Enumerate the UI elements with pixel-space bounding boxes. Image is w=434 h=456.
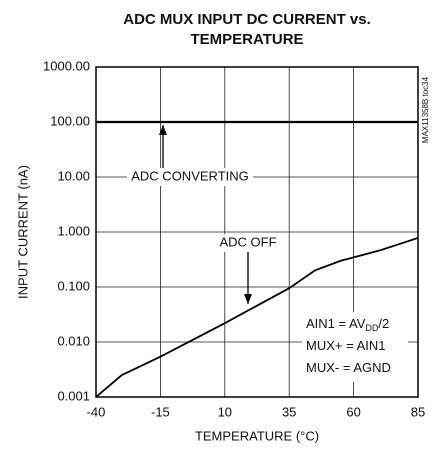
x-tick-label: 85 (411, 404, 425, 419)
series-line (95, 237, 419, 398)
y-tick-label: 1000.00 (43, 58, 90, 73)
x-tick-label: -15 (151, 404, 170, 419)
y-axis-label: INPUT CURRENT (nA) (15, 165, 30, 299)
label-background (127, 168, 253, 186)
condition-part: DD (365, 323, 378, 333)
condition-text: MUX- = AGND (306, 360, 391, 375)
condition-text: MUX+ = AIN1 (306, 338, 385, 353)
label-background (215, 234, 281, 252)
condition-part: AIN1 = AV (306, 316, 366, 331)
series-label: ADC CONVERTING (131, 168, 249, 183)
condition-part: MUX- = AGND (306, 360, 391, 375)
x-axis-label: TEMPERATURE (°C) (195, 428, 319, 443)
condition-part: /2 (378, 316, 389, 331)
x-tick-label: 35 (282, 404, 296, 419)
arrow-head (159, 125, 167, 135)
x-tick-label: -40 (87, 404, 106, 419)
chart-title: TEMPERATURE (190, 31, 303, 48)
y-tick-label: 1.000 (57, 223, 90, 238)
y-tick-label: 0.001 (57, 388, 90, 403)
chart-title: ADC MUX INPUT DC CURRENT vs. (123, 11, 371, 28)
series-label: ADC OFF (219, 234, 276, 249)
conditions-background (302, 312, 408, 382)
plot-frame (95, 66, 419, 398)
watermark: MAX11358B toc34 (421, 76, 430, 143)
arrow-head (244, 294, 252, 304)
y-tick-label: 10.00 (57, 168, 90, 183)
y-tick-label: 0.100 (57, 278, 90, 293)
x-tick-label: 60 (346, 404, 360, 419)
condition-part: MUX+ = AIN1 (306, 338, 385, 353)
y-tick-label: 100.00 (50, 113, 90, 128)
y-tick-label: 0.010 (57, 333, 90, 348)
x-tick-label: 10 (218, 404, 232, 419)
condition-text: AIN1 = AVDD/2 (306, 316, 389, 333)
